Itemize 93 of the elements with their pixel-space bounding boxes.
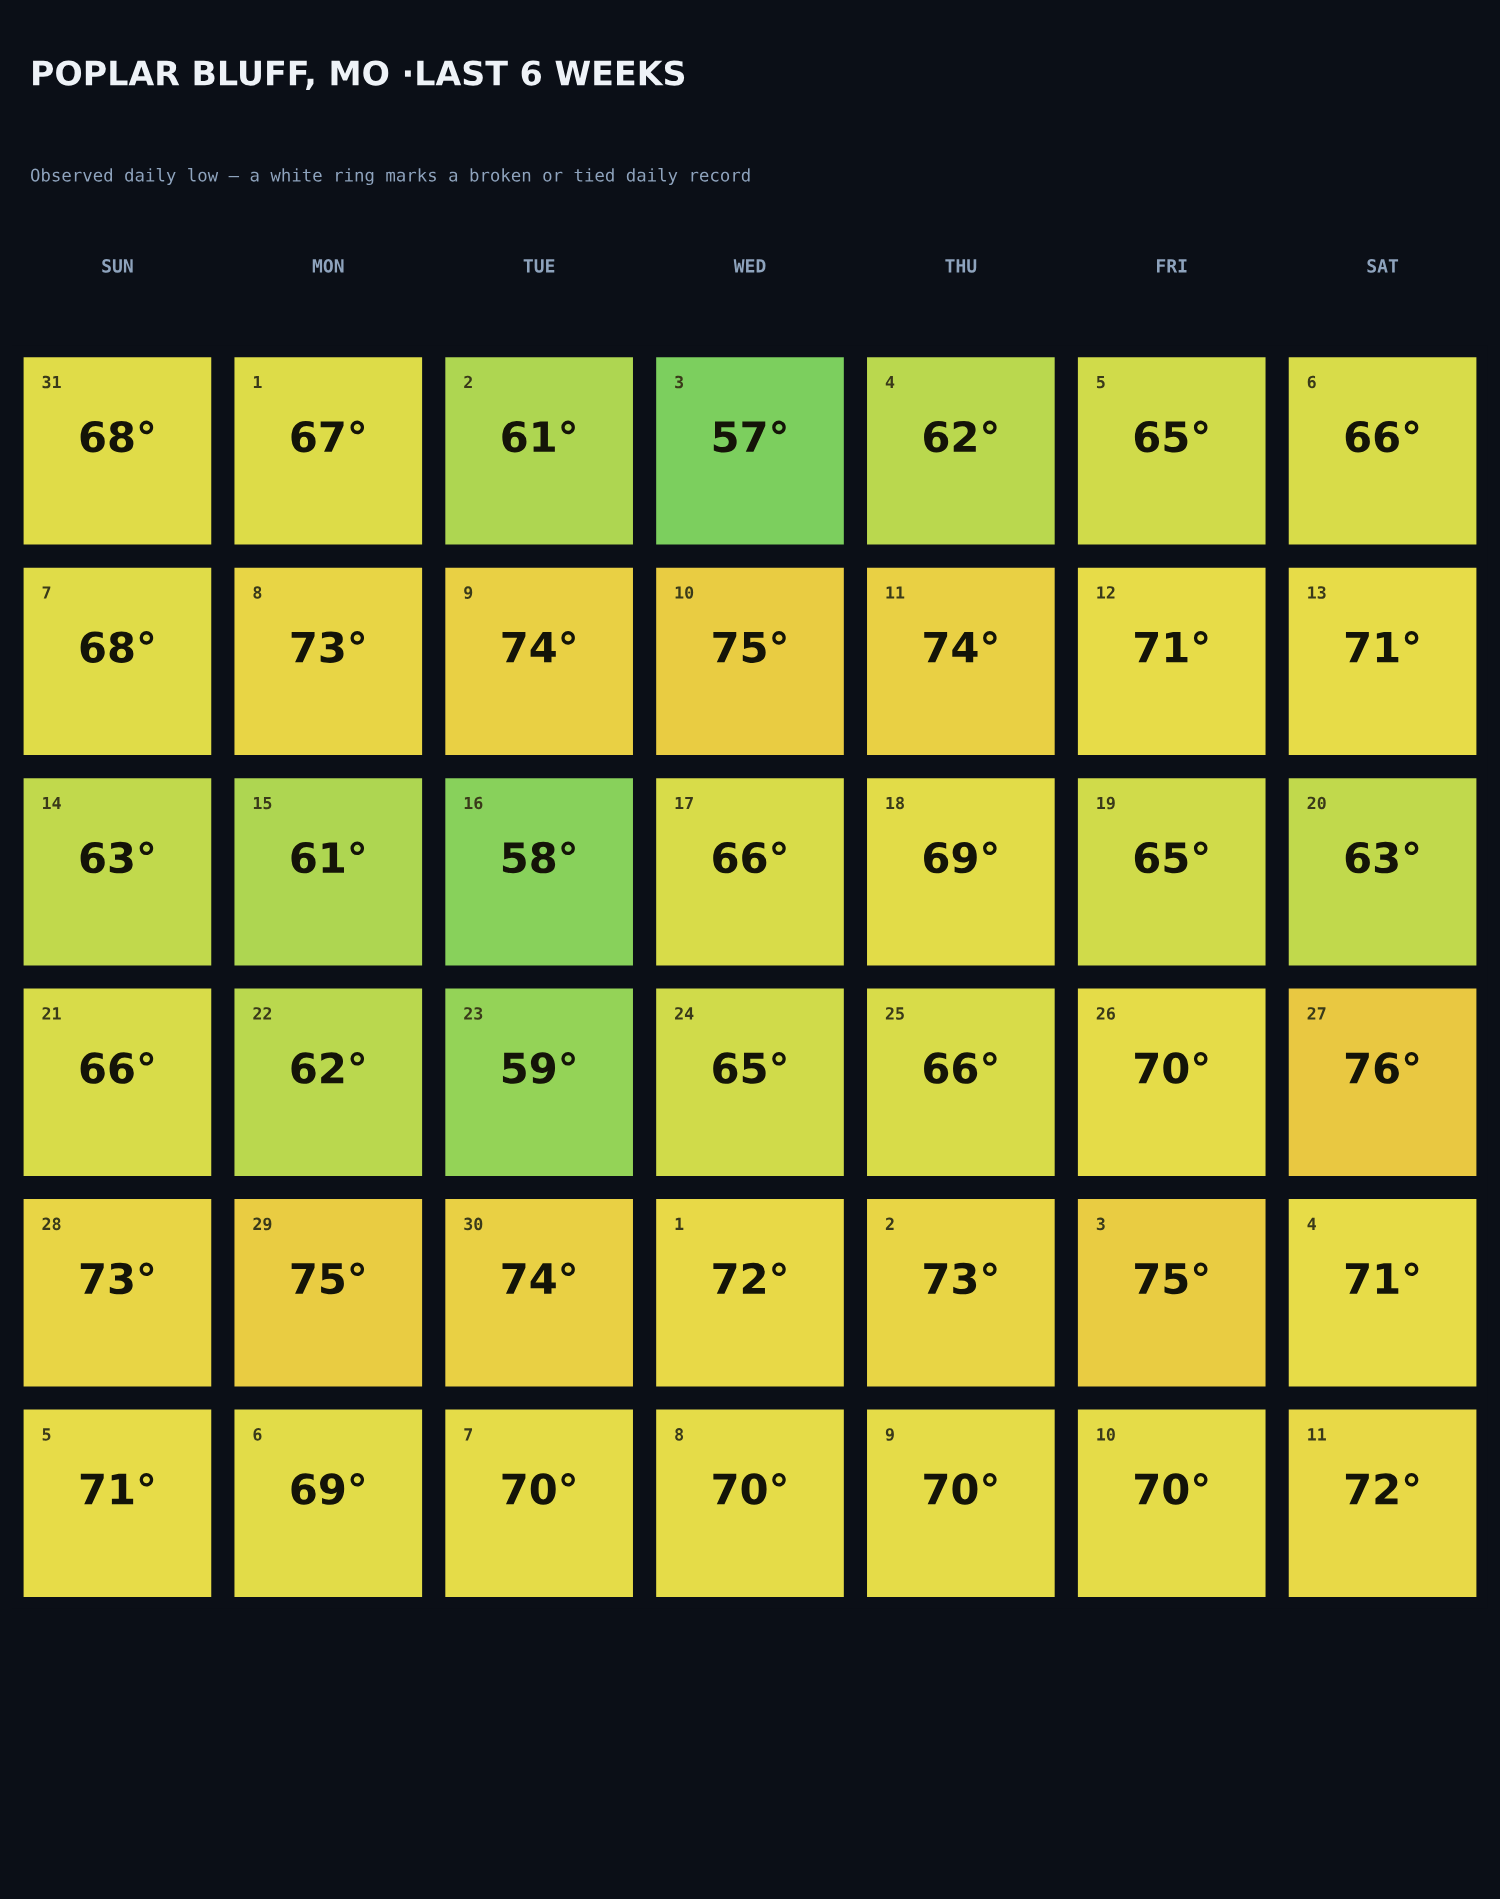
annotation: 9 xyxy=(464,586,473,599)
data-label: 68° xyxy=(80,420,154,453)
annotation: 12 xyxy=(1097,586,1115,599)
annotation: 22 xyxy=(253,1007,272,1020)
data-label: 63° xyxy=(80,841,154,874)
data-label: 72° xyxy=(713,1262,786,1294)
data-label: 70° xyxy=(502,1472,575,1505)
annotation: 15 xyxy=(253,796,272,810)
data-label: 70° xyxy=(1135,1052,1208,1084)
data-label: 66° xyxy=(713,841,786,874)
annotation: 21 xyxy=(42,1007,61,1020)
data-label: 69° xyxy=(291,1472,365,1505)
annotation: 7 xyxy=(42,586,51,599)
data-label: 58° xyxy=(502,841,575,874)
data-label: 71° xyxy=(1345,631,1419,663)
annotation: 5 xyxy=(1096,375,1105,389)
data-label: 62° xyxy=(291,1052,365,1084)
data-label: 74° xyxy=(924,631,997,663)
data-label: 72° xyxy=(1345,1472,1419,1505)
annotation: 23 xyxy=(464,1007,483,1020)
annotation: 8 xyxy=(253,586,262,599)
annotation: 2 xyxy=(464,375,472,389)
annotation: 4 xyxy=(885,375,895,389)
annotation: 11 xyxy=(886,586,905,599)
annotation: 28 xyxy=(42,1217,61,1231)
annotation: 6 xyxy=(253,1428,262,1441)
annotation: 7 xyxy=(464,1428,473,1441)
annotation: 20 xyxy=(1307,796,1326,810)
data-label: 66° xyxy=(80,1052,154,1084)
annotation: 17 xyxy=(675,796,693,810)
x-tick-label: SAT xyxy=(1367,259,1399,273)
chart-subtitle: Observed daily low — a white ring marks a broken or tied daily record xyxy=(30,168,750,186)
annotation: 2 xyxy=(885,1217,894,1230)
x-tick-label: SUN xyxy=(102,259,133,273)
annotation: 19 xyxy=(1097,796,1115,810)
x-tick-label: WED xyxy=(733,259,766,273)
data-label: 76° xyxy=(1345,1052,1419,1084)
data-label: 63° xyxy=(1345,841,1419,874)
annotation: 4 xyxy=(1307,1217,1316,1230)
data-label: 73° xyxy=(924,1262,997,1295)
annotation: 3 xyxy=(1096,1217,1105,1231)
annotation: 30 xyxy=(464,1217,483,1231)
annotation: 11 xyxy=(1308,1428,1326,1441)
x-tick-label: MON xyxy=(312,259,344,273)
chart-title: POPLAR BLUFF, MO ·LAST 6 WEEKS xyxy=(33,60,685,90)
annotation: 26 xyxy=(1096,1007,1115,1020)
x-tick-label: TUE xyxy=(523,259,555,273)
annotation: 1 xyxy=(253,375,262,389)
data-label: 71° xyxy=(1345,1262,1419,1294)
data-label: 75° xyxy=(713,631,786,663)
data-label: 75° xyxy=(1135,1262,1208,1295)
data-label: 70° xyxy=(713,1472,786,1505)
annotation: 18 xyxy=(886,796,904,810)
data-label: 62° xyxy=(924,420,997,453)
annotation: 8 xyxy=(675,1428,684,1441)
annotation: 27 xyxy=(1307,1007,1326,1020)
data-label: 67° xyxy=(291,420,365,453)
annotation: 9 xyxy=(885,1428,894,1441)
annotation: 24 xyxy=(675,1007,694,1020)
data-label: 73° xyxy=(80,1262,154,1295)
data-label: 65° xyxy=(1134,841,1208,874)
annotation: 29 xyxy=(253,1217,272,1231)
data-label: 74° xyxy=(502,1262,575,1294)
data-label: 69° xyxy=(924,841,997,874)
annotation: 16 xyxy=(464,796,483,810)
data-label: 66° xyxy=(1345,420,1419,453)
data-label: 70° xyxy=(1135,1472,1208,1505)
data-label: 65° xyxy=(713,1052,786,1084)
data-label: 57° xyxy=(713,420,786,453)
annotation: 3 xyxy=(675,375,684,389)
annotation: 13 xyxy=(1308,586,1326,599)
data-label: 71° xyxy=(1135,631,1208,663)
data-label: 74° xyxy=(502,631,575,663)
data-label: 61° xyxy=(502,420,575,453)
data-label: 75° xyxy=(291,1262,365,1295)
data-label: 59° xyxy=(502,1052,575,1084)
data-label: 66° xyxy=(924,1052,997,1084)
data-label: 70° xyxy=(924,1472,997,1505)
data-label: 68° xyxy=(80,631,154,663)
x-tick-label: THU xyxy=(945,259,977,273)
annotation: 14 xyxy=(43,796,61,810)
data-label: 71° xyxy=(80,1472,154,1505)
data-label: 61° xyxy=(291,841,365,874)
annotation: 31 xyxy=(42,375,61,389)
annotation: 5 xyxy=(42,1428,51,1441)
x-tick-label: FRI xyxy=(1157,259,1187,273)
annotation: 1 xyxy=(675,1217,684,1230)
annotation: 10 xyxy=(675,586,694,599)
annotation: 10 xyxy=(1097,1428,1115,1441)
data-label: 73° xyxy=(291,631,365,663)
data-label: 65° xyxy=(1134,420,1208,453)
annotation: 25 xyxy=(885,1007,904,1020)
annotation: 6 xyxy=(1307,375,1316,389)
